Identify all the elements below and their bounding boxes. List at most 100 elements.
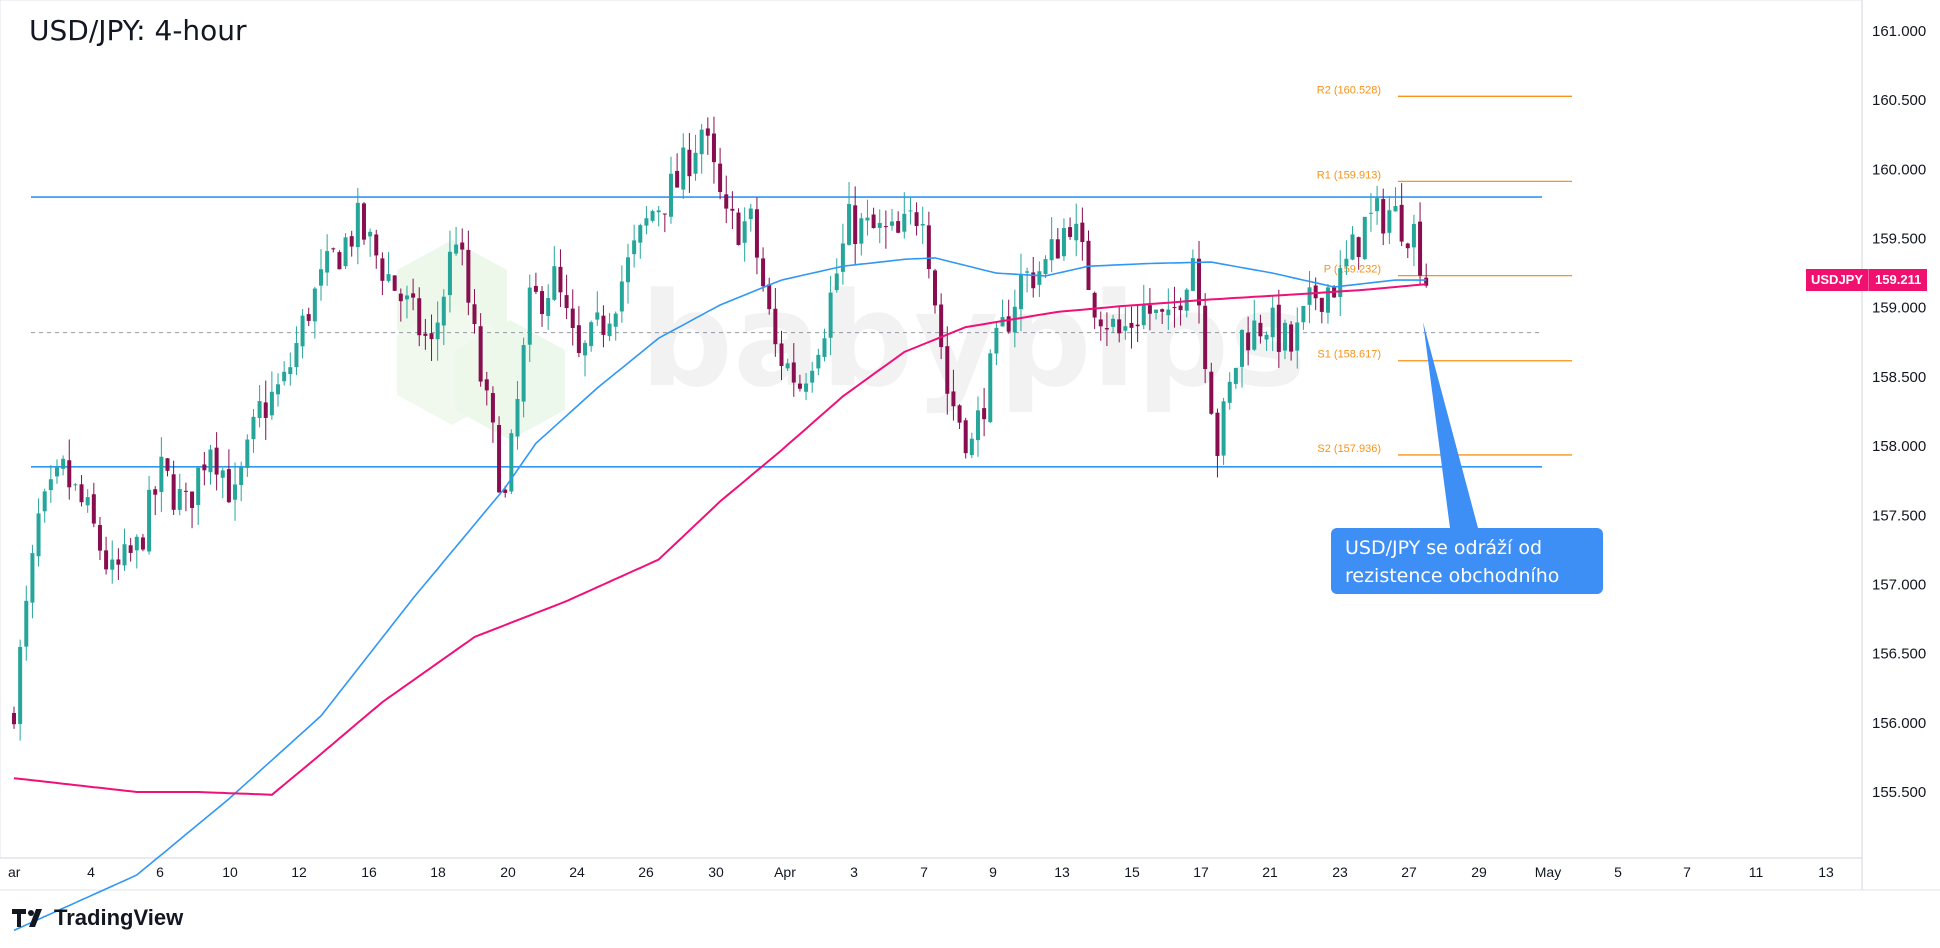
x-tick-label: 7 (920, 864, 928, 880)
candle-body (1178, 305, 1183, 311)
candle-body (294, 343, 299, 368)
candle-body (177, 489, 182, 510)
candle-body (773, 308, 778, 345)
x-tick-label: 20 (500, 864, 516, 880)
candle-body (429, 333, 434, 340)
candle-body (791, 362, 796, 383)
x-tick-label: 30 (708, 864, 724, 880)
candle-body (1061, 228, 1066, 257)
candle-body (914, 212, 919, 226)
candle-body (583, 342, 588, 356)
candle-body (589, 322, 594, 347)
candle-body (122, 544, 127, 566)
candle-body (558, 266, 563, 293)
candle-body (933, 270, 937, 306)
candle-body (515, 398, 520, 437)
y-tick-label: 156.000 (1872, 715, 1926, 732)
candle-body (404, 295, 409, 300)
candle-body (190, 491, 195, 508)
y-axis-ticks: 161.000 160.500 160.000 159.500 159.000 158.5… (1872, 23, 1926, 801)
candle-body (85, 497, 90, 506)
candle-body (349, 236, 354, 247)
candle-body (331, 248, 336, 250)
candle-body (306, 314, 311, 321)
candle-body (276, 384, 281, 395)
candle-body (497, 425, 502, 493)
candle-body (490, 393, 495, 423)
candle-body (681, 147, 686, 190)
candle-body (282, 371, 287, 382)
candle-body (67, 460, 72, 488)
candle-body (742, 221, 747, 243)
candle-body (257, 401, 262, 418)
candle-body (656, 210, 661, 213)
candle-body (1301, 305, 1306, 323)
x-tick-label: 10 (222, 864, 238, 880)
candle-body (761, 258, 766, 287)
y-tick-label: 157.500 (1872, 507, 1926, 524)
pivot-level-label: P (159.232) (1324, 264, 1381, 276)
candle-body (527, 287, 532, 345)
y-tick-label: 158.500 (1872, 369, 1926, 386)
candle-body (472, 304, 477, 325)
candle-body (1393, 206, 1398, 212)
price-tag-value: 159.211 (1868, 269, 1928, 291)
candle-body (1270, 307, 1275, 338)
candle-body (1037, 271, 1042, 285)
x-tick-label: 23 (1332, 864, 1348, 880)
candle-body (951, 391, 956, 407)
candle-body (288, 367, 293, 375)
candle-body (969, 438, 974, 456)
y-tick-label: 161.000 (1872, 23, 1926, 40)
candle-body (576, 325, 581, 354)
y-tick-label: 160.000 (1872, 161, 1926, 178)
candle-body (595, 312, 600, 320)
candle-body (650, 211, 655, 221)
candle-body (1092, 292, 1097, 318)
candle-body (1319, 297, 1324, 312)
candle-body (1276, 304, 1281, 352)
candle-body (1172, 307, 1177, 309)
candle-body (1111, 318, 1116, 327)
candle-body (1399, 204, 1404, 242)
candle-body (435, 322, 440, 340)
candle-body (411, 293, 416, 298)
candle-body (312, 288, 317, 322)
candle-body (859, 218, 864, 244)
candle-body (521, 345, 526, 402)
candle-body (1313, 285, 1318, 299)
tradingview-logo[interactable]: TradingView (12, 905, 183, 931)
candle-body (361, 203, 366, 240)
candle-body (687, 149, 692, 177)
candle-body (30, 553, 35, 603)
candle-body (883, 226, 888, 228)
candle-body (890, 221, 895, 226)
candle-body (767, 284, 772, 310)
chart-title: USD/JPY: 4-hour (29, 14, 247, 47)
candle-body (1147, 305, 1152, 314)
moving-average-long-line (13, 283, 1427, 796)
candle-body (847, 204, 852, 245)
candle-body (233, 484, 238, 500)
candle-body (355, 202, 360, 248)
candle-body (785, 363, 790, 369)
pivot-level-label: R2 (160.528) (1317, 84, 1381, 96)
candle-body (140, 537, 145, 550)
candle-body (478, 326, 483, 382)
x-tick-label: 16 (361, 864, 377, 880)
y-tick-label: 155.500 (1872, 784, 1926, 801)
candle-body (1215, 412, 1220, 456)
candle-body (196, 467, 201, 506)
candle-body (1160, 309, 1165, 312)
candle-body (1227, 381, 1232, 403)
candle-body (392, 275, 397, 291)
candle-body (754, 209, 759, 258)
candle-body (153, 489, 158, 495)
candle-body (840, 243, 845, 272)
candle-body (945, 346, 950, 394)
candle-body (877, 222, 882, 228)
candle-body (423, 333, 428, 336)
candle-body (12, 712, 16, 725)
candle-body (1375, 198, 1380, 212)
x-tick-label: May (1535, 864, 1561, 880)
